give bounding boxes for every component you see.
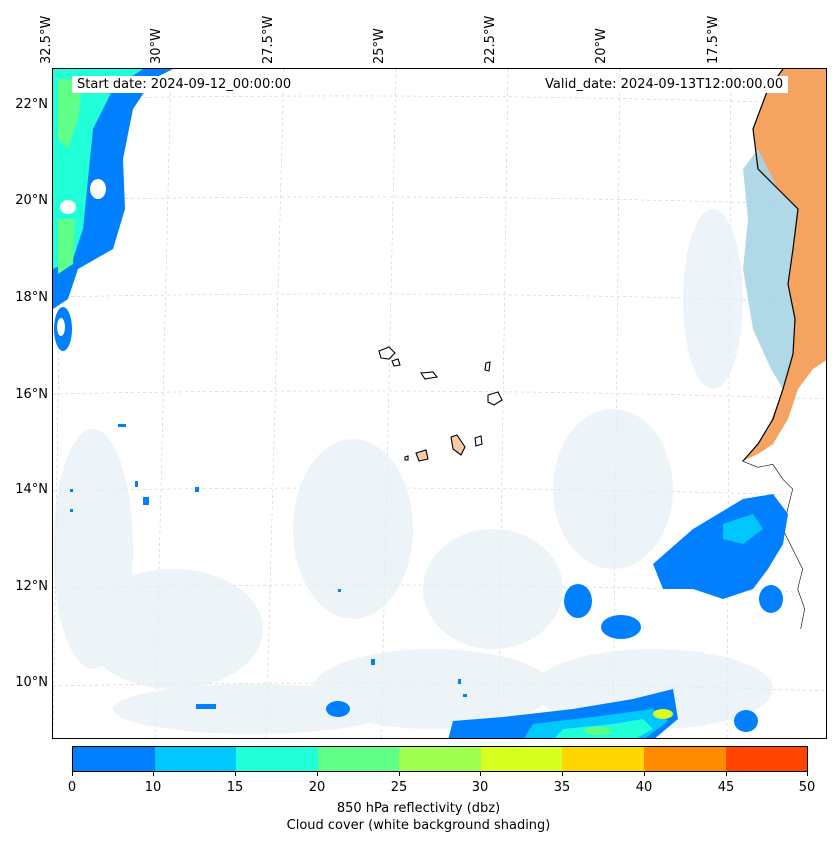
colorbar-tick-label: 40 [635,780,653,795]
lat-label-14n: 14°N [15,482,48,497]
colorbar-tick-mark [562,772,563,776]
colorbar-segment-1 [154,747,237,771]
lat-label-16n: 16°N [15,387,48,402]
colorbar-tick-mark [807,772,808,776]
colorbar-tick-label: 35 [553,780,571,795]
colorbar-segment-0 [73,747,155,771]
colorbar-tick-label: 30 [471,780,489,795]
colorbar-tick-mark [726,772,727,776]
lon-label-22-5w: 22.5°W [483,15,498,64]
colorbar-segment-7 [643,747,726,771]
lon-label-27-5w: 27.5°W [261,15,276,64]
colorbar-tick-label: 0 [67,780,77,795]
colorbar [72,746,808,772]
colorbar-tick-mark [644,772,645,776]
lon-label-30w: 30°W [149,28,164,64]
west-africa-land [743,449,826,635]
colorbar-segment-3 [317,747,400,771]
cape-verde-islands [378,346,503,462]
lat-label-20n: 20°N [15,193,48,208]
colorbar-label-reflectivity: 850 hPa reflectivity (dbz) [336,801,501,816]
lon-label-25w: 25°W [372,28,387,64]
lon-label-32-5w: 32.5°W [39,15,54,64]
lat-label-22n: 22°N [15,97,48,112]
colorbar-tick-mark [235,772,236,776]
colorbar-label-cloud-cover: Cloud cover (white background shading) [286,818,551,833]
lat-label-12n: 12°N [15,579,48,594]
colorbar-segment-8 [725,747,808,771]
colorbar-tick-mark [72,772,73,776]
colorbar-tick-label: 10 [144,780,162,795]
colorbar-segment-6 [562,747,644,771]
reflectivity-scattered-cells [70,481,467,697]
start-date-label: Start date: 2024-09-12_00:00:00 [72,76,297,93]
colorbar-tick-mark [317,772,318,776]
colorbar-tick-label: 15 [226,780,244,795]
reflectivity-west-edge [53,69,173,505]
valid-date-label: Valid_date: 2024-09-13T12:00:00.00 [540,76,789,93]
reflectivity-south-band [196,689,678,738]
colorbar-segment-4 [399,747,481,771]
colorbar-tick-label: 20 [308,780,326,795]
colorbar-segment-2 [236,747,318,771]
colorbar-tick-label: 25 [390,780,408,795]
lon-label-20w: 20°W [594,28,609,64]
colorbar-segment-5 [480,747,563,771]
colorbar-tick-mark [480,772,481,776]
colorbar-tick-label: 45 [717,780,735,795]
lon-label-17-5w: 17.5°W [706,15,721,64]
map-canvas [53,69,826,738]
coastal-haze [743,149,798,389]
colorbar-tick-mark [153,772,154,776]
colorbar-tick-mark [399,772,400,776]
map-frame [52,68,827,739]
reflectivity-east-cluster [564,494,788,732]
colorbar-tick-label: 50 [798,780,816,795]
cloud-cover-shading [53,209,773,734]
lat-label-10n: 10°N [15,675,48,690]
lat-label-18n: 18°N [15,290,48,305]
